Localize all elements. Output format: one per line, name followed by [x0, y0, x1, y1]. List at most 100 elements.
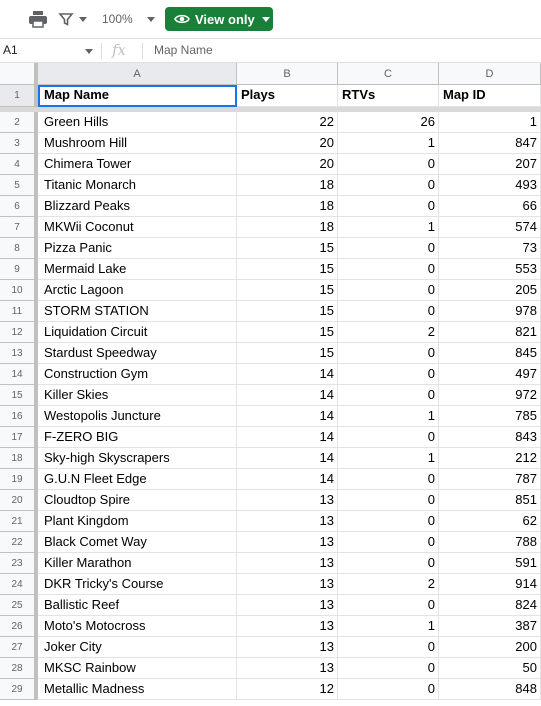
row-header[interactable]: 29: [0, 679, 38, 700]
column-header-c[interactable]: C: [338, 63, 439, 85]
cell-plays[interactable]: 14: [237, 364, 338, 385]
cell-plays[interactable]: 13: [237, 616, 338, 637]
cell-map-name[interactable]: Killer Marathon: [38, 553, 237, 574]
cell-rtvs[interactable]: 0: [338, 343, 439, 364]
cell-map-id[interactable]: 848: [439, 679, 541, 700]
cell-map-id[interactable]: 553: [439, 259, 541, 280]
print-button[interactable]: [28, 9, 50, 29]
cell-plays[interactable]: 13: [237, 658, 338, 679]
cell-map-id[interactable]: 591: [439, 553, 541, 574]
cell-rtvs[interactable]: 26: [338, 112, 439, 133]
row-header[interactable]: 7: [0, 217, 38, 238]
cell-map-name[interactable]: Westopolis Juncture: [38, 406, 237, 427]
cell-map-name[interactable]: F-ZERO BIG: [38, 427, 237, 448]
cell-rtvs[interactable]: 0: [338, 658, 439, 679]
cell-map-id[interactable]: 66: [439, 196, 541, 217]
cell-plays[interactable]: 14: [237, 448, 338, 469]
cell-map-name[interactable]: Cloudtop Spire: [38, 490, 237, 511]
filter-menu-button[interactable]: [58, 10, 88, 28]
cell-rtvs[interactable]: 0: [338, 301, 439, 322]
row-header[interactable]: 9: [0, 259, 38, 280]
cell-rtvs[interactable]: 0: [338, 364, 439, 385]
cell-map-name[interactable]: Ballistic Reef: [38, 595, 237, 616]
cell-plays[interactable]: 18: [237, 217, 338, 238]
cell-map-id[interactable]: 972: [439, 385, 541, 406]
cell-map-id[interactable]: 788: [439, 532, 541, 553]
row-header[interactable]: 5: [0, 175, 38, 196]
cell-rtvs[interactable]: 1: [338, 616, 439, 637]
cell-map-name[interactable]: MKWii Coconut: [38, 217, 237, 238]
row-header[interactable]: 20: [0, 490, 38, 511]
cell-map-name[interactable]: Plant Kingdom: [38, 511, 237, 532]
cell-map-name[interactable]: DKR Tricky's Course: [38, 574, 237, 595]
cell-map-id[interactable]: 200: [439, 637, 541, 658]
chevron-down-icon[interactable]: [85, 49, 93, 54]
cell-map-name[interactable]: Killer Skies: [38, 385, 237, 406]
cell-rtvs[interactable]: 0: [338, 532, 439, 553]
cell-plays[interactable]: 14: [237, 385, 338, 406]
cell-map-id[interactable]: 847: [439, 133, 541, 154]
cell-plays[interactable]: 20: [237, 154, 338, 175]
cell-map-name[interactable]: STORM STATION: [38, 301, 237, 322]
cell-rtvs[interactable]: 0: [338, 175, 439, 196]
cell-rtvs[interactable]: 0: [338, 238, 439, 259]
cell-rtvs[interactable]: 0: [338, 637, 439, 658]
cell-rtvs[interactable]: 0: [338, 511, 439, 532]
cell-rtvs[interactable]: 2: [338, 322, 439, 343]
cell-map-id[interactable]: 497: [439, 364, 541, 385]
cell-map-id[interactable]: 493: [439, 175, 541, 196]
row-header[interactable]: 2: [0, 112, 38, 133]
cell-map-name[interactable]: Mermaid Lake: [38, 259, 237, 280]
cell-rtvs[interactable]: 0: [338, 490, 439, 511]
cell-map-id[interactable]: 574: [439, 217, 541, 238]
cell-plays[interactable]: 15: [237, 343, 338, 364]
cell-plays[interactable]: 13: [237, 532, 338, 553]
cell-map-name[interactable]: Arctic Lagoon: [38, 280, 237, 301]
row-header[interactable]: 21: [0, 511, 38, 532]
cell-map-name[interactable]: Sky-high Skyscrapers: [38, 448, 237, 469]
cell-rtvs[interactable]: 2: [338, 574, 439, 595]
cell-rtvs[interactable]: 0: [338, 280, 439, 301]
row-header[interactable]: 6: [0, 196, 38, 217]
row-header[interactable]: 28: [0, 658, 38, 679]
cell-plays[interactable]: 14: [237, 427, 338, 448]
cell-map-id[interactable]: 205: [439, 280, 541, 301]
cell-rtvs[interactable]: 0: [338, 427, 439, 448]
cell-plays[interactable]: 15: [237, 322, 338, 343]
row-header[interactable]: 13: [0, 343, 38, 364]
cell-plays[interactable]: 13: [237, 511, 338, 532]
cell-rtvs[interactable]: 0: [338, 553, 439, 574]
cell-rtvs[interactable]: 0: [338, 469, 439, 490]
cell-rtvs[interactable]: 0: [338, 595, 439, 616]
row-header[interactable]: 26: [0, 616, 38, 637]
cell-map-id[interactable]: 851: [439, 490, 541, 511]
cell-map-name[interactable]: Titanic Monarch: [38, 175, 237, 196]
cell-map-name[interactable]: G.U.N Fleet Edge: [38, 469, 237, 490]
cell-plays[interactable]: 14: [237, 469, 338, 490]
cell-map-name[interactable]: Moto's Motocross: [38, 616, 237, 637]
row-header[interactable]: 18: [0, 448, 38, 469]
name-box[interactable]: A1: [3, 43, 18, 57]
row-header[interactable]: 19: [0, 469, 38, 490]
cell-plays[interactable]: 15: [237, 259, 338, 280]
header-cell-map-id[interactable]: Map ID: [439, 85, 541, 107]
row-header[interactable]: 15: [0, 385, 38, 406]
row-header[interactable]: 8: [0, 238, 38, 259]
cell-map-id[interactable]: 978: [439, 301, 541, 322]
row-header[interactable]: 1: [0, 85, 38, 107]
cell-rtvs[interactable]: 1: [338, 448, 439, 469]
cell-plays[interactable]: 13: [237, 490, 338, 511]
cell-plays[interactable]: 18: [237, 175, 338, 196]
row-header[interactable]: 25: [0, 595, 38, 616]
cell-plays[interactable]: 15: [237, 301, 338, 322]
row-header[interactable]: 12: [0, 322, 38, 343]
cell-map-id[interactable]: 843: [439, 427, 541, 448]
cell-plays[interactable]: 13: [237, 574, 338, 595]
frozen-row-divider[interactable]: [0, 107, 541, 112]
row-header[interactable]: 16: [0, 406, 38, 427]
cell-map-id[interactable]: 787: [439, 469, 541, 490]
cell-map-id[interactable]: 914: [439, 574, 541, 595]
row-header[interactable]: 27: [0, 637, 38, 658]
row-header[interactable]: 22: [0, 532, 38, 553]
cell-rtvs[interactable]: 0: [338, 196, 439, 217]
